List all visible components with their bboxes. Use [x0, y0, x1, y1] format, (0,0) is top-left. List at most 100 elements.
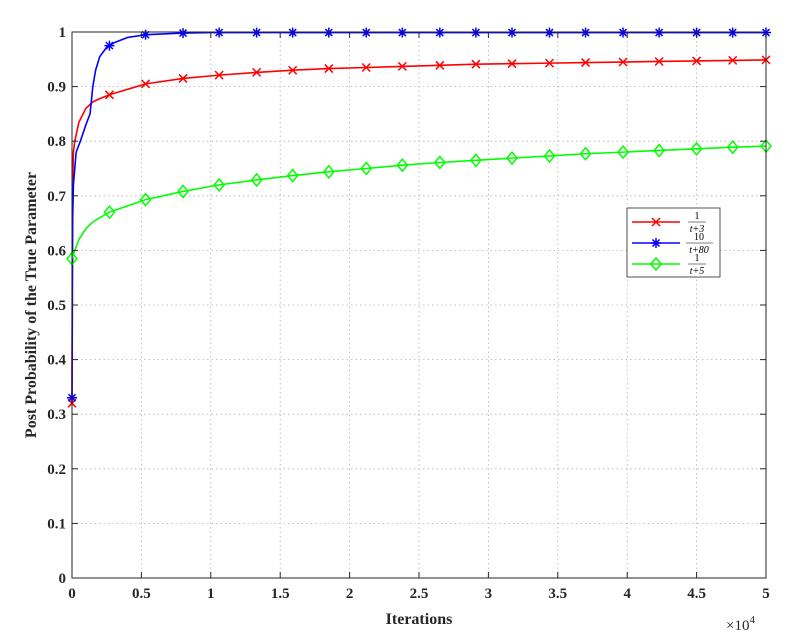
data-point — [361, 62, 371, 73]
data-point — [286, 168, 299, 183]
data-point — [579, 146, 592, 161]
data-point — [543, 148, 556, 164]
y-axis-label: Post Probability of the True Parameter — [23, 172, 40, 438]
x-tick-label: 3 — [485, 586, 493, 602]
x-tick-label: 0.5 — [132, 586, 151, 602]
data-point — [252, 67, 262, 77]
x-tick-label: 1 — [207, 586, 215, 602]
data-point — [544, 58, 555, 68]
y-tick-label: 1 — [59, 25, 67, 41]
legend-label-series-1-num: 1 — [695, 211, 700, 222]
data-point — [580, 27, 591, 38]
x-tick-label: 5 — [762, 586, 770, 602]
series-line — [71, 59, 767, 404]
data-point — [727, 27, 738, 38]
data-point — [323, 27, 334, 38]
data-point — [728, 55, 738, 65]
y-tick-label: 0.8 — [47, 134, 66, 150]
data-point — [139, 192, 152, 207]
data-point — [177, 184, 190, 199]
x-multiplier-exp: 4 — [749, 614, 755, 626]
data-point — [617, 144, 630, 160]
data-point — [507, 59, 517, 69]
data-point — [434, 27, 445, 38]
data-point — [506, 150, 518, 166]
data-point — [397, 61, 407, 71]
axis-ticks: 0 0.5 1 1.5 2 2.5 3 3.5 4 4.5 5 0 0.1 0.2 0.3 0.4 0.5 0.6… — [47, 25, 770, 602]
data-point — [361, 27, 372, 38]
x-tick-label: 1.5 — [271, 586, 290, 602]
y-tick-label: 0.7 — [47, 189, 66, 205]
data-point — [250, 172, 263, 188]
data-point — [178, 73, 188, 83]
x-tick-label: 2 — [346, 586, 354, 602]
y-tick-label: 0.9 — [47, 80, 66, 96]
y-tick-label: 0.2 — [47, 462, 66, 478]
y-tick-label: 0.1 — [47, 516, 66, 532]
data-point — [397, 27, 408, 38]
y-tick-label: 0.3 — [47, 407, 66, 423]
legend-marker-series-3 — [650, 256, 662, 272]
legend-label-series-2-num: 10 — [694, 232, 704, 243]
legend-label-series-1-den: t+3 — [690, 224, 705, 235]
data-point — [213, 177, 226, 193]
data-point — [435, 60, 445, 70]
data-point — [726, 140, 739, 155]
x-multiplier-base: ×10 — [726, 618, 749, 634]
x-tick-label: 3.5 — [548, 586, 567, 602]
legend-entry-series-2: 10 t+80 — [632, 232, 713, 256]
data-point — [692, 56, 702, 66]
legend-marker-series-2 — [651, 238, 661, 248]
series-layer — [66, 27, 772, 408]
data-point — [471, 59, 481, 69]
data-point — [360, 161, 373, 176]
data-point — [140, 29, 151, 40]
data-point — [581, 58, 591, 68]
data-point — [506, 27, 517, 38]
x-tick-label: 0 — [68, 586, 76, 602]
data-point — [618, 27, 629, 38]
x-tick-label: 4 — [623, 586, 631, 602]
data-point — [654, 27, 665, 38]
data-point — [178, 28, 189, 39]
grid-lines — [72, 32, 766, 578]
data-point — [103, 205, 116, 220]
legend: 1 t+3 10 t+80 1 t+5 — [626, 207, 721, 278]
y-tick-label: 0.6 — [47, 243, 66, 259]
data-point — [470, 27, 481, 38]
data-point — [324, 64, 334, 74]
x-axis-label: Iterations — [386, 611, 453, 628]
data-point — [104, 90, 115, 100]
series-line — [71, 145, 767, 259]
legend-label-series-2-den: t+80 — [689, 245, 709, 256]
y-tick-label: 0.4 — [47, 353, 66, 369]
data-point — [141, 79, 151, 89]
data-point — [214, 27, 225, 38]
x-tick-label: 2.5 — [410, 586, 429, 602]
legend-label-series-3-num: 1 — [695, 253, 700, 264]
series-line — [71, 31, 766, 398]
data-point — [104, 40, 115, 51]
legend-entry-series-1: 1 t+3 — [632, 211, 706, 235]
data-point — [469, 153, 482, 168]
legend-label-series-3-den: t+5 — [690, 266, 705, 277]
data-point — [544, 27, 555, 38]
x-tick-label: 4.5 — [687, 586, 706, 602]
legend-marker-series-1 — [651, 217, 661, 227]
data-point — [654, 56, 664, 67]
data-point — [251, 27, 262, 38]
data-point — [287, 27, 298, 38]
y-tick-label: 0 — [59, 571, 67, 587]
data-point — [690, 141, 703, 157]
x-multiplier: ×104 — [726, 614, 755, 634]
y-tick-label: 0.5 — [47, 298, 66, 314]
data-point — [214, 70, 224, 80]
data-point — [653, 143, 666, 158]
series-1 — [67, 55, 771, 408]
data-point — [396, 158, 409, 173]
data-point — [322, 164, 335, 179]
legend-entry-series-3: 1 t+5 — [632, 253, 706, 277]
data-point — [288, 65, 298, 75]
data-point — [433, 155, 446, 170]
